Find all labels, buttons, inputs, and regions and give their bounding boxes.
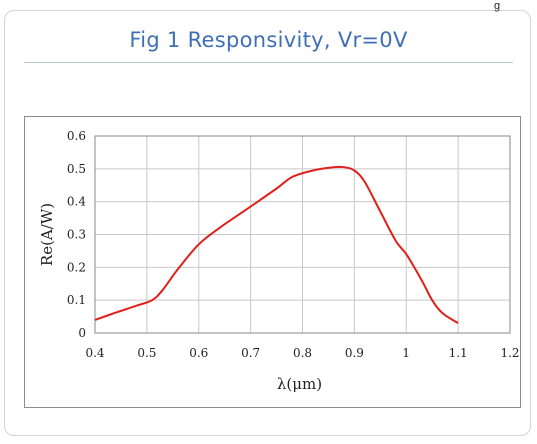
x-tick-label: 0.5 — [137, 346, 156, 360]
y-tick-label: 0.1 — [67, 293, 86, 307]
y-axis-label: Re(A/W) — [38, 203, 56, 266]
x-axis-label: λ(μm) — [277, 375, 322, 393]
y-tick-label: 0.4 — [67, 195, 86, 209]
y-tick-label: 0.2 — [67, 260, 86, 274]
x-tick-label: 0.6 — [189, 346, 208, 360]
x-axis-ticks: 0.4 0.5 0.6 0.7 0.8 0.9 1 1.1 1.2 — [85, 346, 519, 360]
chart-title: Fig 1 Responsivity, Vr=0V — [129, 28, 408, 52]
title-divider — [24, 62, 513, 63]
x-tick-label: 0.4 — [85, 346, 104, 360]
series-line — [94, 165, 459, 324]
y-axis-ticks: 0 0.1 0.2 0.3 0.4 0.5 0.6 — [67, 129, 86, 340]
y-tick-label: 0 — [78, 326, 86, 340]
y-tick-label: 0.3 — [67, 228, 86, 242]
x-tick-label: 0.7 — [241, 346, 260, 360]
x-tick-label: 1 — [402, 346, 410, 360]
x-tick-label: 0.8 — [293, 346, 312, 360]
plot-frame — [24, 116, 521, 408]
plot-area — [94, 135, 511, 334]
corner-label: g — [494, 0, 501, 12]
x-tick-label: 1.1 — [449, 346, 468, 360]
y-tick-label: 0.6 — [67, 129, 86, 143]
y-tick-label: 0.5 — [67, 162, 86, 176]
x-tick-label: 1.2 — [500, 346, 519, 360]
grid — [94, 135, 511, 334]
x-tick-label: 0.9 — [345, 346, 364, 360]
